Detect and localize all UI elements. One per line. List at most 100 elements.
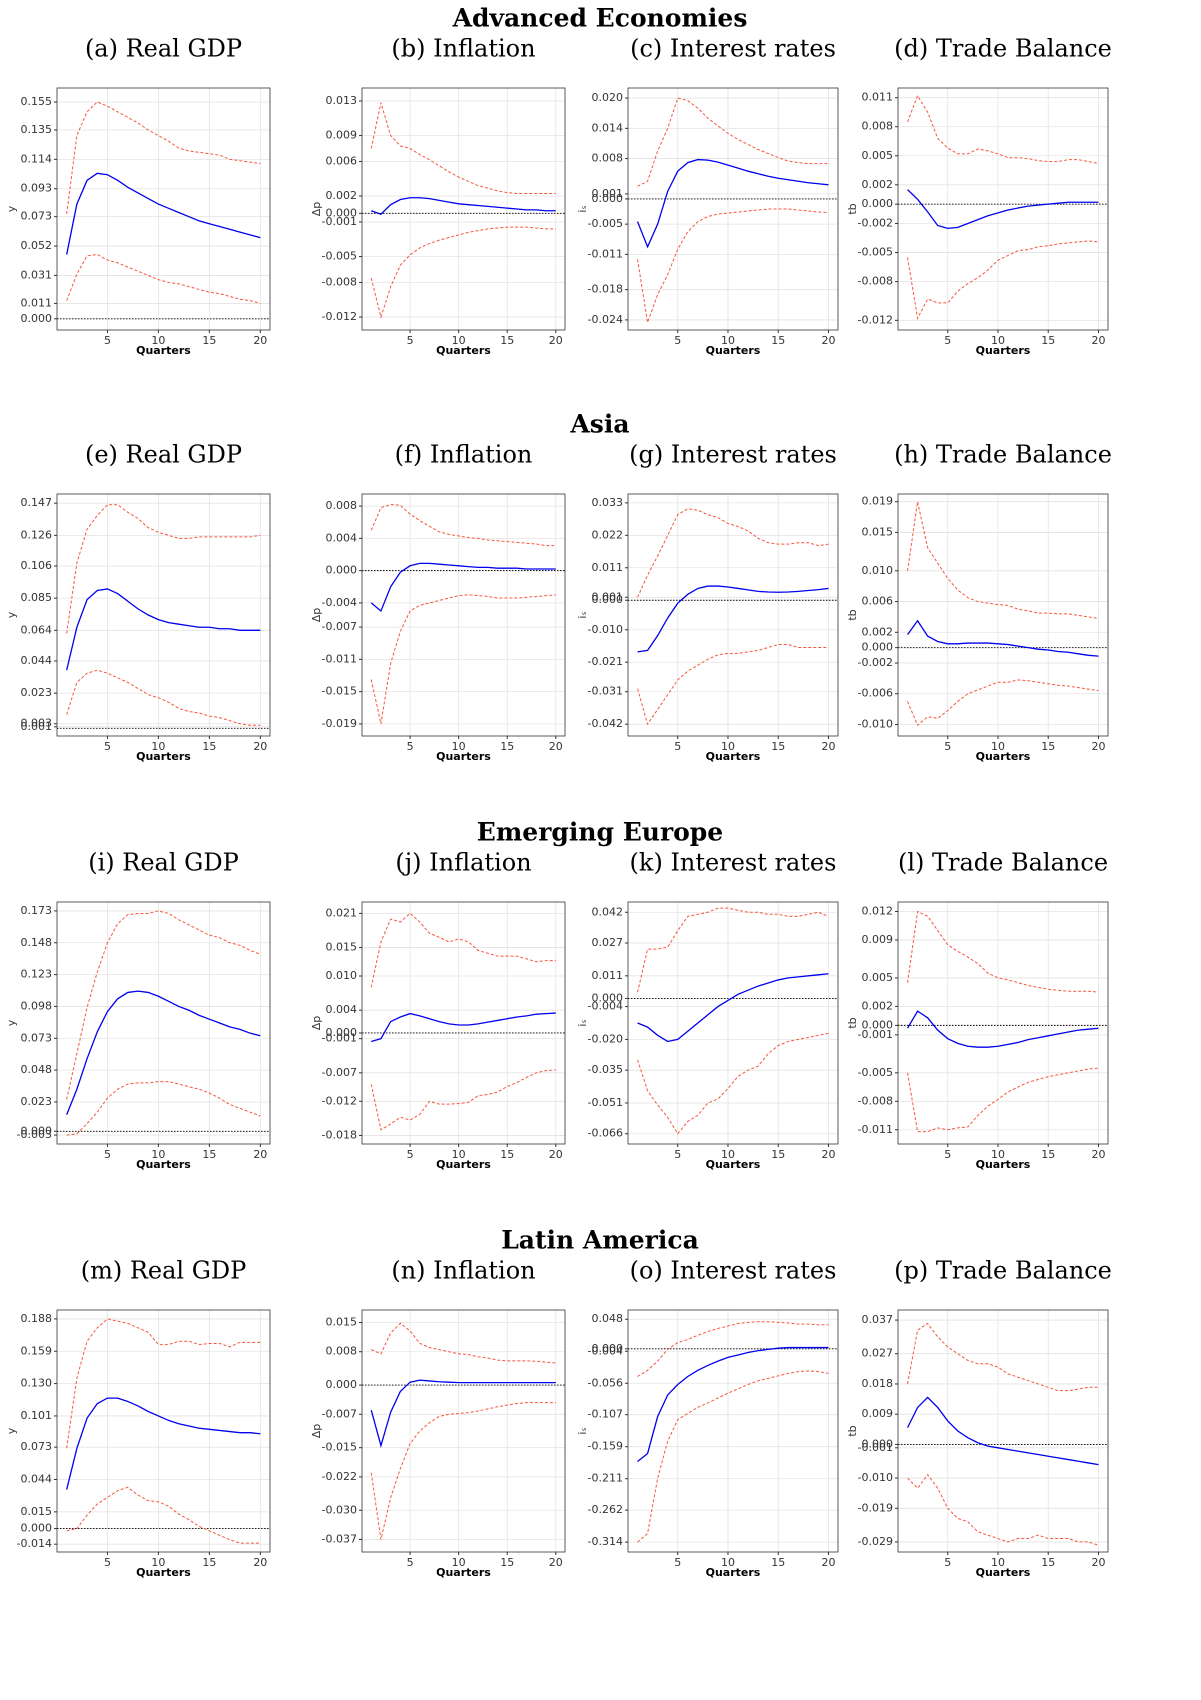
y-tick-label: -0.011 xyxy=(588,247,623,260)
x-tick-label: 10 xyxy=(991,334,1005,347)
y-tick-label: -0.014 xyxy=(17,1537,52,1550)
y-axis-label: tb xyxy=(846,1017,859,1028)
group-title: Emerging Europe xyxy=(477,818,723,847)
plot-border xyxy=(56,493,271,737)
y-tick-label: 0.000 xyxy=(592,593,624,606)
series-line xyxy=(637,208,829,325)
x-tick-label: 20 xyxy=(1091,1148,1105,1161)
y-tick-label: -0.003 xyxy=(17,1128,52,1141)
group-title: Asia xyxy=(569,410,629,439)
x-tick-label: 20 xyxy=(253,1556,267,1569)
panel-title: (i) Real GDP xyxy=(88,849,238,877)
y-axis-label: y xyxy=(5,1427,18,1434)
x-tick-label: 10 xyxy=(452,1148,466,1161)
y-tick-label: -0.004 xyxy=(322,596,357,609)
y-tick-label: -0.005 xyxy=(588,217,623,230)
y-tick-label: 0.005 xyxy=(862,149,894,162)
x-tick-label: 5 xyxy=(944,1556,951,1569)
panel: (k) Interest rates -0.066 -0.051 -0.035 -0.0… xyxy=(576,849,839,1171)
series-line xyxy=(66,101,261,214)
plot-background xyxy=(57,494,270,736)
y-tick-label: -0.011 xyxy=(322,652,357,665)
y-axis-label: iₛ xyxy=(576,205,589,212)
x-tick-label: 5 xyxy=(944,740,951,753)
plot-background xyxy=(628,494,838,736)
y-tick-label: 0.015 xyxy=(862,525,894,538)
y-tick-label: 0.027 xyxy=(592,936,624,949)
plot-border xyxy=(627,493,839,737)
plot-border xyxy=(897,901,1109,1145)
y-tick-label: 0.002 xyxy=(862,625,894,638)
y-tick-label: -0.010 xyxy=(588,623,623,636)
y-tick-label: 0.000 xyxy=(592,991,624,1004)
panel-title: (e) Real GDP xyxy=(85,441,242,469)
y-tick-label: 0.147 xyxy=(21,496,53,509)
y-tick-label: -0.004 xyxy=(588,1344,623,1357)
x-tick-label: 15 xyxy=(202,1556,216,1569)
panel-title: (g) Interest rates xyxy=(629,441,837,469)
y-tick-label: -0.002 xyxy=(858,217,893,230)
panel: (g) Interest rates -0.042 -0.031 -0.021 -0.0… xyxy=(576,441,839,763)
y-tick-label: 0.011 xyxy=(862,91,894,104)
y-tick-label: -0.007 xyxy=(322,1066,357,1079)
x-tick-label: 10 xyxy=(991,1148,1005,1161)
x-tick-label: 15 xyxy=(1041,334,1055,347)
y-tick-label: -0.001 xyxy=(322,215,357,228)
series-line xyxy=(637,644,829,726)
x-tick-label: 10 xyxy=(151,740,165,753)
y-axis-label: iₛ xyxy=(576,611,589,618)
series-line xyxy=(907,501,1099,619)
series-line xyxy=(907,619,1099,657)
x-tick-label: 20 xyxy=(253,740,267,753)
y-tick-label: 0.106 xyxy=(21,559,53,572)
plot-background xyxy=(57,88,270,330)
series-line xyxy=(637,1032,829,1135)
series-line xyxy=(371,1322,556,1364)
x-tick-label: 10 xyxy=(721,740,735,753)
y-tick-label: -0.018 xyxy=(322,1128,357,1141)
y-tick-label: 0.012 xyxy=(862,904,894,917)
y-tick-label: -0.012 xyxy=(322,310,357,323)
panel: (a) Real GDP 0.000 0.011 0.031 0.052 0.073 0.0… xyxy=(5,35,271,357)
y-axis-label: iₛ xyxy=(576,1019,589,1026)
x-tick-label: 15 xyxy=(202,740,216,753)
y-tick-label: -0.314 xyxy=(588,1535,623,1548)
panel-title: (o) Interest rates xyxy=(630,1257,837,1285)
y-tick-label: 0.004 xyxy=(326,1003,358,1016)
y-tick-label: -0.005 xyxy=(858,1066,893,1079)
y-tick-label: -0.022 xyxy=(322,1470,357,1483)
panel-title: (j) Inflation xyxy=(395,849,531,877)
y-tick-label: 0.000 xyxy=(862,1018,894,1031)
y-tick-label: 0.000 xyxy=(326,1026,358,1039)
series-line xyxy=(637,1346,829,1462)
x-tick-label: 5 xyxy=(674,1556,681,1569)
x-axis-label: Quarters xyxy=(706,1566,761,1579)
x-axis-label: Quarters xyxy=(436,344,491,357)
series-line xyxy=(66,669,261,726)
x-tick-label: 15 xyxy=(771,1556,785,1569)
y-tick-label: 0.009 xyxy=(326,129,358,142)
y-tick-label: 0.048 xyxy=(21,1063,53,1076)
y-tick-label: -0.024 xyxy=(588,313,623,326)
series-line xyxy=(907,1067,1099,1133)
series-line xyxy=(370,594,556,725)
y-tick-label: 0.022 xyxy=(592,528,624,541)
panel-title: (m) Real GDP xyxy=(81,1257,247,1285)
y-tick-label: 0.085 xyxy=(21,591,53,604)
series-line xyxy=(636,158,829,249)
x-tick-label: 10 xyxy=(452,1556,466,1569)
y-tick-label: 0.052 xyxy=(21,239,53,252)
y-tick-label: 0.000 xyxy=(326,206,358,219)
plot-border xyxy=(56,901,271,1145)
series-line xyxy=(66,990,261,1115)
y-axis-label: Δp xyxy=(310,1424,323,1439)
y-tick-label: 0.000 xyxy=(592,192,624,205)
panel: (n) Inflation -0.037 -0.030 -0.022 -0.015 -0.… xyxy=(310,1257,566,1579)
x-axis-label: Quarters xyxy=(976,1566,1031,1579)
panel-title: (l) Trade Balance xyxy=(898,849,1108,877)
y-tick-label: -0.021 xyxy=(588,655,623,668)
y-tick-label: 0.044 xyxy=(21,654,53,667)
x-tick-label: 20 xyxy=(821,740,835,753)
